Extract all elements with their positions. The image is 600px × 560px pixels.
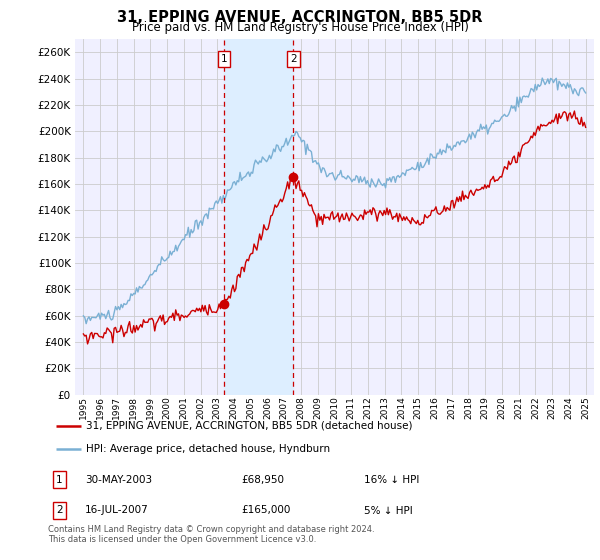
Text: 31, EPPING AVENUE, ACCRINGTON, BB5 5DR (detached house): 31, EPPING AVENUE, ACCRINGTON, BB5 5DR (… xyxy=(86,421,413,431)
Text: 2: 2 xyxy=(290,54,296,64)
Text: Contains HM Land Registry data © Crown copyright and database right 2024.
This d: Contains HM Land Registry data © Crown c… xyxy=(48,525,374,544)
Text: 5% ↓ HPI: 5% ↓ HPI xyxy=(364,506,413,516)
Text: 16% ↓ HPI: 16% ↓ HPI xyxy=(364,475,419,484)
Text: HPI: Average price, detached house, Hyndburn: HPI: Average price, detached house, Hynd… xyxy=(86,445,331,454)
Bar xyxy=(224,39,293,395)
Text: 1: 1 xyxy=(56,475,62,484)
Text: 16-JUL-2007: 16-JUL-2007 xyxy=(85,506,148,516)
Text: 31, EPPING AVENUE, ACCRINGTON, BB5 5DR: 31, EPPING AVENUE, ACCRINGTON, BB5 5DR xyxy=(117,10,483,25)
Text: 30-MAY-2003: 30-MAY-2003 xyxy=(85,475,152,484)
Text: 1: 1 xyxy=(221,54,227,64)
Text: Price paid vs. HM Land Registry's House Price Index (HPI): Price paid vs. HM Land Registry's House … xyxy=(131,21,469,34)
Text: £68,950: £68,950 xyxy=(242,475,285,484)
Text: £165,000: £165,000 xyxy=(242,506,291,516)
Text: 2: 2 xyxy=(56,506,62,516)
